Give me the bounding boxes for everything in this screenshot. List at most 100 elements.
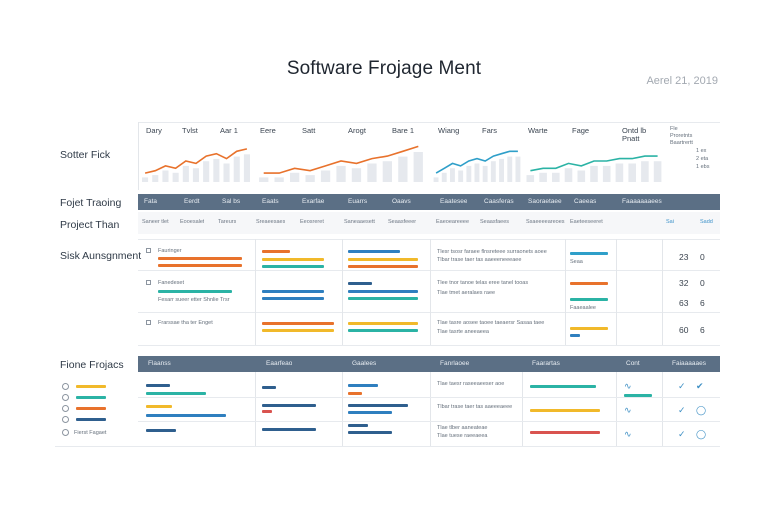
column-header[interactable]: Saoraetaee — [528, 198, 562, 205]
chart-bar — [490, 161, 496, 182]
checkbox-2[interactable] — [146, 280, 151, 285]
count-value: 6 — [700, 325, 705, 335]
sub-header-row: Saneer tlet Eooesalet Tareurs Sreaeesaes Eeo… — [138, 212, 720, 234]
header-band-1: Fata Eerdt Sal bs Eaats Exarfae Euarrs Oaavs Ea… — [138, 194, 720, 210]
row-label-sotter-fick[interactable]: Sotter Fick — [60, 149, 111, 161]
trend-icon[interactable]: ∿ — [624, 381, 632, 391]
column-header[interactable]: Fata — [144, 198, 158, 205]
checkbox-1[interactable] — [146, 248, 151, 253]
progress-bar — [262, 265, 324, 268]
chart-bar — [482, 165, 488, 182]
column-header[interactable]: Eaatesee — [440, 198, 468, 205]
sisk-note-2: Tlbar trase taer tas aaeeeneeeaee — [437, 257, 522, 263]
count-value: 6 — [700, 298, 705, 308]
row-label-fojet-tracing[interactable]: Fojet Traoing — [60, 197, 122, 209]
progress-bar — [262, 329, 334, 332]
column-header[interactable]: Sal bs — [222, 198, 241, 205]
chart-bar — [499, 158, 504, 182]
chart-bar — [458, 170, 464, 182]
chart-bar — [615, 163, 624, 182]
column-header[interactable]: Oaavs — [392, 198, 411, 205]
progress-bar — [570, 298, 608, 301]
progress-bar — [146, 392, 206, 395]
sisk-item-4: Frarssae tha ter Enget — [158, 320, 213, 326]
progress-bar — [348, 411, 392, 414]
progress-bar — [262, 428, 316, 431]
shield-icon[interactable]: ◯ — [696, 429, 707, 439]
column-header[interactable]: Exarfae — [302, 198, 325, 205]
progress-bar — [76, 385, 106, 388]
radio-2[interactable] — [62, 394, 69, 401]
progress-bar — [146, 384, 170, 387]
chart-bar — [259, 177, 269, 182]
column-header[interactable]: Faarartas — [532, 360, 560, 367]
check-icon[interactable]: ✓ — [678, 429, 686, 439]
sisk-item-1: Fauringer — [158, 248, 182, 254]
chart-bar — [192, 168, 199, 182]
radio-4[interactable] — [62, 416, 69, 423]
check-icon[interactable]: ✓ — [678, 405, 686, 415]
sisk-note-5: Tlae tasre aosee taoee taeaersr Sasaa ta… — [437, 320, 545, 326]
trend-icon[interactable]: ∿ — [624, 429, 632, 439]
legend-item-1: 1 ex — [696, 148, 707, 154]
column-header[interactable]: Euarrs — [348, 198, 368, 205]
column-header[interactable]: Fanrlaoee — [440, 360, 470, 367]
shield-icon[interactable]: ◯ — [696, 405, 707, 415]
chart-left-divider — [138, 122, 139, 190]
progress-bar — [624, 394, 652, 397]
count-value: 23 — [679, 252, 689, 262]
progress-bar — [348, 290, 418, 293]
sisk-divider-3 — [430, 239, 431, 345]
column-header[interactable]: Caeeas — [574, 198, 597, 205]
fione-note-2: Tlbar trase taer tas aaeeeaeee — [437, 404, 513, 410]
sisk-item-3: Fesarr sueer etter Shnlie Trsr — [158, 297, 230, 303]
check-circle-icon[interactable]: ✔ — [696, 381, 704, 391]
legend-item-3: 1 ebs — [696, 164, 710, 170]
radio-3[interactable] — [62, 405, 69, 412]
chart-bar — [564, 168, 573, 182]
chart-bar — [305, 175, 315, 182]
column-header[interactable]: Eaarfeao — [266, 360, 293, 367]
radio-1[interactable] — [62, 383, 69, 390]
chart-bar — [628, 163, 636, 182]
progress-bar — [348, 282, 372, 285]
progress-bar — [76, 407, 106, 410]
column-header[interactable]: Eerdt — [184, 198, 200, 205]
chart-bar — [172, 172, 179, 182]
checkbox-3[interactable] — [146, 320, 151, 325]
progress-bar — [348, 297, 418, 300]
column-header[interactable]: Flaanss — [148, 360, 171, 367]
row-label-sisk-assignment[interactable]: Sisk Aunsgnment — [60, 250, 142, 262]
chart-panel-2[interactable]: Eere Satt Arogt Bare 1 — [256, 124, 426, 184]
chart-bar — [552, 172, 560, 182]
chart-panel-1[interactable]: Dary Tvlst Aar 1 — [140, 124, 252, 184]
radio-5[interactable] — [62, 429, 69, 436]
column-header[interactable]: Cont — [626, 360, 640, 367]
chart-panel-2-head-1: Eere — [260, 126, 276, 135]
chart-bar — [590, 165, 598, 182]
progress-bar — [348, 392, 362, 395]
column-header[interactable]: Caasferas — [484, 198, 514, 205]
chart-bar — [336, 165, 346, 182]
trend-icon[interactable]: ∿ — [624, 405, 632, 415]
chart-bar — [450, 168, 455, 182]
chart-panel-4-head-2: Fage — [572, 126, 590, 135]
column-header[interactable]: Faaaaaaaees — [622, 198, 662, 205]
progress-bar — [262, 258, 324, 261]
sisk-divider-5 — [616, 239, 617, 345]
column-header[interactable]: Gaalees — [352, 360, 377, 367]
row-label-project-than[interactable]: Project Than — [60, 219, 120, 231]
progress-bar — [262, 290, 324, 293]
progress-bar — [348, 322, 418, 325]
progress-bar — [348, 431, 392, 434]
chart-panel-3-plot — [433, 150, 521, 182]
chart-panel-4[interactable]: Warte Fage Ontd lb Pnatt — [524, 124, 664, 184]
chart-panel-3[interactable]: Wiang Fars — [432, 124, 522, 184]
column-header[interactable]: Eaats — [262, 198, 279, 205]
count-value: 60 — [679, 325, 689, 335]
fione-divider-1 — [255, 372, 256, 446]
check-icon[interactable]: ✓ — [678, 381, 686, 391]
row-label-fione-projecs[interactable]: Fione Frojacs — [60, 359, 124, 371]
column-header[interactable]: Faiaaaaaes — [672, 360, 706, 367]
sisk-note-6: Tlae tasrte aneeaeea — [437, 329, 489, 335]
